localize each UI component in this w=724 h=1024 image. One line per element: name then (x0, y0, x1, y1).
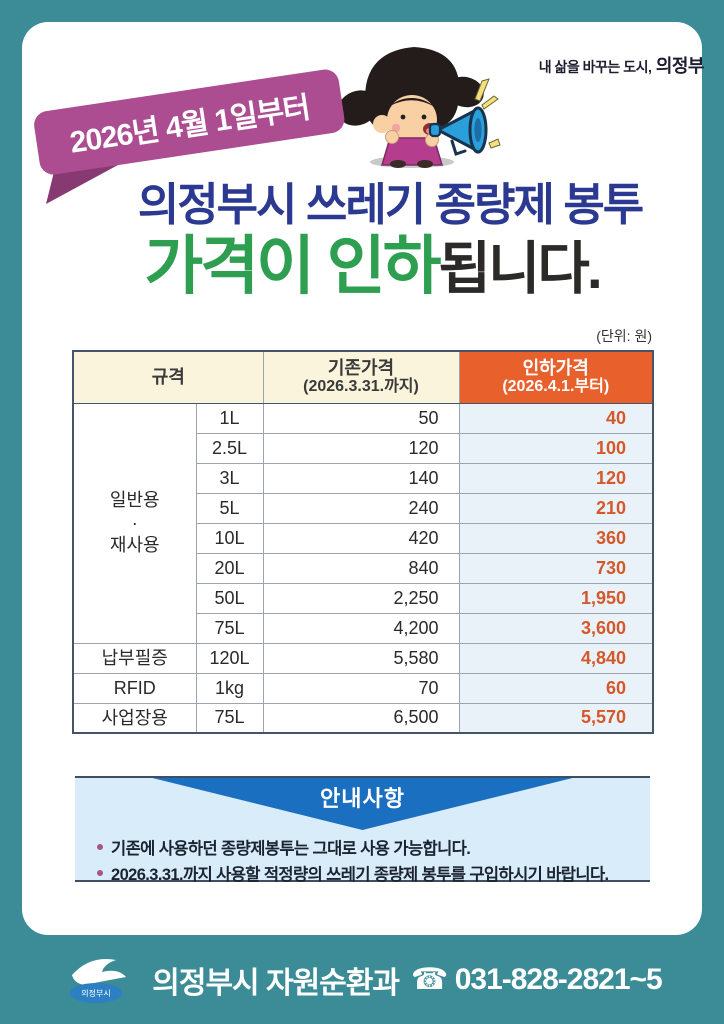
old-price-cell: 2,250 (262, 582, 460, 614)
price-table: 규격 기존가격 (2026.3.31.까지) 인하가격 (2026.4.1.부터… (72, 350, 654, 734)
svg-text:의정부시: 의정부시 (82, 988, 111, 998)
table-row: 납부필증 120L 5,580 4,840 (72, 642, 654, 674)
table-row: 20L 840 730 (73, 552, 654, 584)
size-cell: 75L (195, 612, 264, 644)
notice-item-text: 기존에 사용하던 종량제봉투는 그대로 사용 가능합니다. (111, 840, 471, 858)
city-logo-icon: 의정부시 (62, 953, 140, 1007)
footer-bar: 의정부시 의정부시 자원순환과 ☎ 031-828-2821~5 (0, 935, 724, 1024)
category-cell: 사업장용 (72, 702, 197, 734)
new-price-cell: 120 (458, 462, 654, 494)
table-row: 일반용 · 재사용 1L 50 40 (72, 402, 654, 644)
footer-phone: ☎ 031-828-2821~5 (411, 963, 663, 996)
poster-title-line1: 의정부시 쓰레기 종량제 봉투 (137, 179, 644, 230)
size-cell: 10L (195, 522, 264, 554)
new-price-cell: 100 (458, 432, 654, 464)
table-row: 75L 4,200 3,600 (73, 612, 654, 644)
header-new-price: 인하가격 (2026.4.1.부터) (458, 350, 654, 404)
title-suffix: 됩니다. (438, 237, 603, 301)
new-price-cell: 360 (458, 522, 654, 554)
poster-title-line2: 가격이 인하됩니다. (0, 215, 724, 307)
size-cell: 5L (195, 492, 264, 524)
notice-item-text: 2026.3.31.까지 사용할 적정량의 쓰레기 종량제 봉투를 구입하시기 … (111, 866, 609, 884)
new-price-cell: 210 (458, 492, 654, 524)
city-slogan-text: 내 삶을 바꾸는 도시, (538, 59, 652, 75)
notice-box: 안내사항 기존에 사용하던 종량제봉투는 그대로 사용 가능합니다. 2026.3… (75, 776, 650, 884)
table-row: 사업장용 75L 6,500 5,570 (72, 702, 654, 734)
table-row: 10L 420 360 (73, 522, 654, 554)
old-price-cell: 840 (262, 552, 460, 584)
old-price-cell: 120 (262, 432, 460, 464)
table-row: 2.5L 120 100 (73, 432, 654, 464)
header-old-price: 기존가격 (2026.3.31.까지) (262, 350, 460, 404)
table-row: 5L 240 210 (73, 492, 654, 524)
footer-department: 의정부시 자원순환과 (152, 966, 400, 1000)
size-cell: 50L (195, 582, 264, 614)
new-price-cell: 5,570 (458, 702, 654, 734)
mascot-megaphone-icon (332, 34, 504, 170)
new-price-cell: 4,840 (458, 642, 654, 674)
bullet-icon (97, 844, 103, 850)
old-price-cell: 4,200 (262, 612, 460, 644)
table-row: 3L 140 120 (73, 462, 654, 494)
title-price-cut: 가격이 인하 (144, 230, 441, 302)
size-cell: 2.5L (195, 432, 264, 464)
price-table-body: 일반용 · 재사용 1L 50 40 2.5L 120 100 3L 140 120 5L 240 21… (72, 402, 654, 734)
new-price-cell: 3,600 (458, 612, 654, 644)
price-table-header: 규격 기존가격 (2026.3.31.까지) 인하가격 (2026.4.1.부터… (72, 350, 654, 404)
size-cell: 3L (195, 462, 264, 494)
new-price-cell: 60 (458, 672, 654, 704)
old-price-cell: 140 (262, 462, 460, 494)
category-cell: 납부필증 (72, 642, 197, 674)
category-cell: 일반용 · 재사용 (72, 402, 197, 644)
city-slogan: 내 삶을 바꾸는 도시, 의정부 (500, 52, 705, 78)
old-price-cell: 50 (262, 402, 460, 434)
old-price-cell: 6,500 (262, 702, 460, 734)
new-price-cell: 1,950 (458, 582, 654, 614)
size-cell: 120L (195, 642, 264, 674)
size-cell: 75L (195, 702, 264, 734)
size-cell: 1L (195, 402, 264, 434)
bullet-icon (97, 870, 103, 876)
header-spec: 규격 (72, 350, 264, 404)
old-price-cell: 5,580 (262, 642, 460, 674)
size-cell: 20L (195, 552, 264, 584)
category-cell: RFID (72, 672, 197, 704)
old-price-cell: 240 (262, 492, 460, 524)
notice-item: 기존에 사용하던 종량제봉투는 그대로 사용 가능합니다. (97, 834, 637, 860)
city-slogan-cityname: 의정부 (655, 56, 705, 76)
new-price-cell: 730 (458, 552, 654, 584)
unit-label: (단위: 원) (596, 328, 652, 344)
old-price-cell: 420 (262, 522, 460, 554)
size-cell: 1kg (195, 672, 264, 704)
old-price-cell: 70 (262, 672, 460, 704)
table-row: 50L 2,250 1,950 (73, 582, 654, 614)
notice-banner: 안내사항 (152, 778, 573, 830)
notice-title: 안내사항 (320, 786, 405, 811)
notice-items: 기존에 사용하던 종량제봉투는 그대로 사용 가능합니다. 2026.3.31.까… (97, 834, 637, 886)
new-price-cell: 40 (458, 402, 654, 434)
table-row: RFID 1kg 70 60 (72, 672, 654, 704)
notice-item: 2026.3.31.까지 사용할 적정량의 쓰레기 종량제 봉투를 구입하시기 … (97, 860, 637, 886)
